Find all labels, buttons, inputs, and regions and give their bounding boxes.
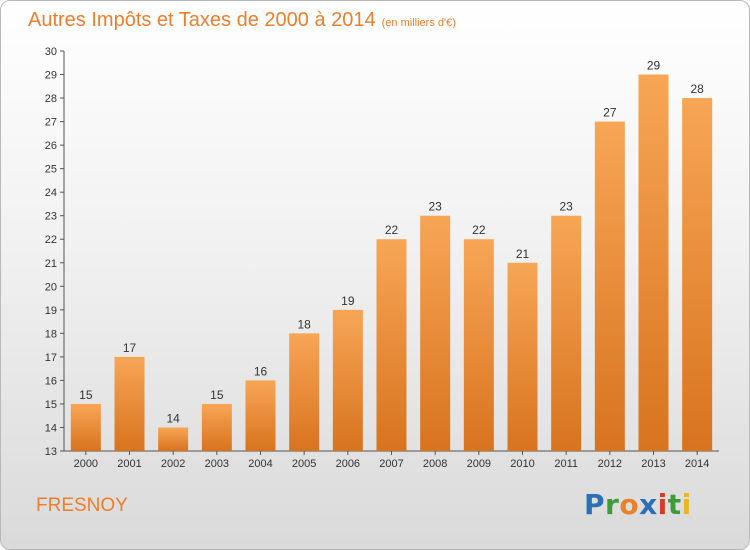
bar-2003 <box>201 403 232 451</box>
y-tick-label: 22 <box>45 234 57 246</box>
bar-2012 <box>594 121 625 452</box>
y-tick-label: 15 <box>45 399 57 411</box>
x-tick-label-2001: 2001 <box>117 458 141 470</box>
y-tick-label: 14 <box>45 422 57 434</box>
data-label-2009: 22 <box>472 223 486 237</box>
chart-title: Autres Impôts et Taxes de 2000 à 2014 (en… <box>28 9 456 32</box>
y-tick-label: 20 <box>45 281 57 293</box>
data-label-2006: 19 <box>341 294 355 308</box>
bar-2008 <box>420 215 451 451</box>
y-tick-label: 23 <box>45 211 57 223</box>
y-tick-label: 21 <box>45 258 57 270</box>
logo-letter: P <box>584 488 606 521</box>
x-tick-label-2009: 2009 <box>467 458 491 470</box>
y-tick-label: 28 <box>45 93 57 105</box>
bar-2005 <box>289 333 320 451</box>
proxiti-logo[interactable]: Proxiti <box>584 488 692 521</box>
y-tick-label: 17 <box>45 352 57 364</box>
logo-letter: t <box>667 488 682 521</box>
y-tick-label: 29 <box>45 70 57 82</box>
logo-letter: i <box>681 488 692 521</box>
x-tick-label-2003: 2003 <box>205 458 229 470</box>
location-name: FRESNOY <box>36 495 128 516</box>
title-unit: (en milliers d'€) <box>381 17 456 29</box>
data-label-2011: 23 <box>559 200 573 214</box>
x-tick-label-2005: 2005 <box>292 458 316 470</box>
y-tick-label: 13 <box>45 446 57 458</box>
bar-2001 <box>114 356 145 451</box>
y-tick-label: 25 <box>45 164 57 176</box>
data-label-2012: 27 <box>603 106 617 120</box>
y-tick-label: 26 <box>45 140 57 152</box>
bar-2010 <box>507 262 538 451</box>
bar-2002 <box>158 427 189 451</box>
logo-letter: o <box>619 488 640 521</box>
logo-letter: x <box>639 488 658 521</box>
x-tick-label-2004: 2004 <box>248 458 272 470</box>
x-tick-label-2007: 2007 <box>379 458 403 470</box>
data-label-2002: 14 <box>166 411 180 425</box>
data-label-2014: 28 <box>690 82 704 96</box>
data-label-2007: 22 <box>385 223 399 237</box>
y-tick-label: 19 <box>45 305 57 317</box>
y-tick-label: 30 <box>45 46 57 58</box>
data-label-2010: 21 <box>516 247 530 261</box>
x-tick-label-2006: 2006 <box>336 458 360 470</box>
logo-letter: r <box>605 488 620 521</box>
data-label-2005: 18 <box>297 317 311 331</box>
x-tick-label-2012: 2012 <box>598 458 622 470</box>
bar-2009 <box>463 239 494 451</box>
bar-2014 <box>682 98 713 451</box>
data-label-2004: 16 <box>254 364 268 378</box>
bar-2000 <box>70 403 101 451</box>
bar-2011 <box>551 215 582 451</box>
bar-2013 <box>638 74 669 451</box>
x-tick-label-2011: 2011 <box>554 458 578 470</box>
bar-2004 <box>245 380 276 451</box>
data-label-2008: 23 <box>428 200 442 214</box>
y-tick-label: 24 <box>45 187 57 199</box>
x-tick-label-2010: 2010 <box>510 458 534 470</box>
logo-letter: i <box>657 488 668 521</box>
x-tick-label-2000: 2000 <box>74 458 98 470</box>
title-text: Autres Impôts et Taxes de 2000 à 2014 <box>28 9 376 31</box>
x-tick-label-2002: 2002 <box>161 458 185 470</box>
y-tick-label: 27 <box>45 117 57 129</box>
data-label-2003: 15 <box>210 388 224 402</box>
y-tick-label: 16 <box>45 375 57 387</box>
x-tick-label-2013: 2013 <box>641 458 665 470</box>
data-labels-group: 15 17 14 15 16 18 19 22 23 22 21 23 27 29 28 <box>79 59 704 426</box>
x-tick-label-2008: 2008 <box>423 458 447 470</box>
y-tick-label: 18 <box>45 328 57 340</box>
bar-2006 <box>332 309 363 451</box>
bars-group <box>70 74 713 452</box>
data-label-2013: 29 <box>647 59 661 73</box>
bar-2007 <box>376 239 407 451</box>
data-label-2001: 17 <box>123 341 137 355</box>
data-label-2000: 15 <box>79 388 93 402</box>
x-tick-label-2014: 2014 <box>685 458 709 470</box>
